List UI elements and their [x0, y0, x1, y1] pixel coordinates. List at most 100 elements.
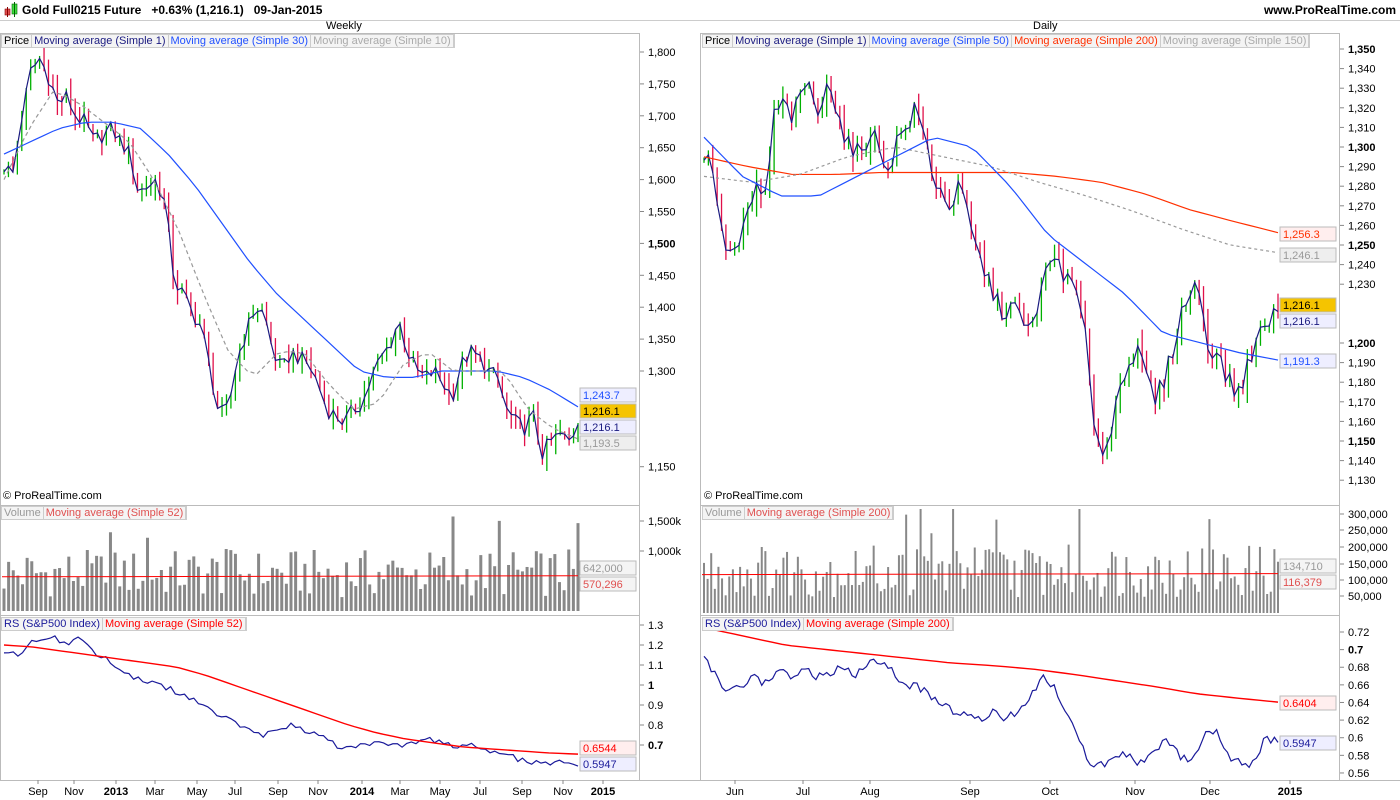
- value-tag-box: [1279, 313, 1337, 329]
- x-tick-label: Sep: [512, 786, 532, 798]
- rs-value-tag: 0.5947: [583, 759, 617, 771]
- y-tick-label: 1,300: [1348, 142, 1376, 154]
- legend-rs: RS (S&P500 Index): [703, 618, 804, 630]
- volume-tick-label: 150,000: [1348, 559, 1388, 571]
- x-tick-label: Nov: [308, 786, 328, 798]
- value-tag: 1,216.1: [583, 422, 620, 434]
- price-legend-daily: Price Moving average (Simple 1) Moving a…: [702, 34, 1311, 48]
- x-tick-label: Mar: [391, 786, 410, 798]
- value-tag: 1,216.1: [1283, 316, 1320, 328]
- x-tick-label: 2015: [1278, 786, 1302, 798]
- legend-ma10[interactable]: Moving average (Simple 10): [311, 35, 454, 47]
- legend-ma1[interactable]: Moving average (Simple 1): [733, 35, 870, 47]
- rs-tick-label: 1.3: [648, 620, 663, 632]
- y-tick-label: 1,600: [648, 175, 676, 187]
- copyright-weekly: © ProRealTime.com: [3, 490, 102, 502]
- x-tick-label: Jun: [726, 786, 744, 798]
- y-tick-label: 1,310: [1348, 122, 1376, 134]
- x-tick-label: Sep: [960, 786, 980, 798]
- rs-ma-line: [703, 626, 1279, 703]
- value-tag: 1,216.1: [583, 406, 620, 418]
- legend-ma200[interactable]: Moving average (Simple 200): [1012, 35, 1161, 47]
- y-tick-label: 1,550: [648, 207, 676, 219]
- y-tick-label: 1,160: [1348, 416, 1376, 428]
- y-tick-label: 1,170: [1348, 397, 1376, 409]
- rs-tick-label: 0.66: [1348, 680, 1369, 692]
- ma10-line: [3, 91, 579, 440]
- x-tick-label: Sep: [28, 786, 48, 798]
- y-tick-label: 1,340: [1348, 64, 1376, 76]
- candlestick-logo-icon: [4, 2, 18, 17]
- rs-legend-daily: RS (S&P500 Index) Moving average (Simple…: [702, 617, 954, 631]
- y-tick-label: 1,330: [1348, 83, 1376, 95]
- legend-ma50[interactable]: Moving average (Simple 50): [870, 35, 1013, 47]
- x-tick-label: 2015: [591, 786, 615, 798]
- volume-tick-label: 200,000: [1348, 542, 1388, 554]
- x-tick-label: Mar: [146, 786, 165, 798]
- value-tag: 1,193.5: [583, 438, 620, 450]
- title-bar: Gold Full0215 Future +0.63% (1,216.1) 09…: [0, 0, 1400, 21]
- rs-tick-label: 0.6: [1348, 733, 1363, 745]
- ma1-line: [3, 57, 579, 460]
- y-tick-label: 1,240: [1348, 260, 1376, 272]
- rs-tick-label: 1.2: [648, 640, 663, 652]
- value-tag: 1,246.1: [1283, 250, 1320, 262]
- value-tag-box: [579, 419, 637, 435]
- y-tick-label: 1,350: [1348, 44, 1376, 56]
- volume-value-tag: 642,000: [583, 563, 623, 575]
- x-tick-label: May: [187, 786, 208, 798]
- y-tick-label: 1,500: [648, 238, 676, 250]
- volume-tick-label: 100,000: [1348, 575, 1388, 587]
- volume-tick-label: 50,000: [1348, 591, 1382, 603]
- price-legend-weekly: Price Moving average (Simple 1) Moving a…: [1, 34, 455, 48]
- x-tick-label: May: [430, 786, 451, 798]
- legend-price: Price: [703, 35, 734, 47]
- y-tick-label: 1,300: [648, 366, 676, 378]
- period-label-weekly: Weekly: [326, 20, 362, 32]
- x-tick-label: Sep: [268, 786, 288, 798]
- value-tag-box: [579, 403, 637, 419]
- x-tick-label: Nov: [1125, 786, 1145, 798]
- volume-tick-label: 1,500k: [648, 516, 682, 528]
- legend-volume-ma[interactable]: Moving average (Simple 52): [44, 507, 187, 519]
- legend-ma30[interactable]: Moving average (Simple 30): [169, 35, 312, 47]
- volume-tick-label: 250,000: [1348, 525, 1388, 537]
- rs-value-tag: 0.5947: [1283, 738, 1317, 750]
- x-tick-label: Aug: [860, 786, 880, 798]
- legend-volume-ma[interactable]: Moving average (Simple 200): [745, 507, 894, 519]
- rs-tick-label: 0.7: [648, 740, 663, 752]
- value-tag-box: [1279, 297, 1337, 313]
- value-tag: 1,243.7: [583, 390, 620, 402]
- y-tick-label: 1,260: [1348, 220, 1376, 232]
- value-tag-box: [579, 387, 637, 403]
- y-tick-label: 1,250: [1348, 240, 1376, 252]
- value-tag-box: [579, 756, 637, 772]
- panel-frame: [700, 615, 1340, 781]
- legend-rs-ma[interactable]: Moving average (Simple 52): [103, 618, 246, 630]
- volume-legend-weekly: Volume Moving average (Simple 52): [1, 506, 188, 520]
- legend-rs: RS (S&P500 Index): [2, 618, 103, 630]
- value-tag-box: [1279, 226, 1337, 242]
- rs-ma-line: [3, 644, 579, 755]
- website-link[interactable]: www.ProRealTime.com: [1263, 3, 1396, 17]
- value-tag-box: [579, 740, 637, 756]
- legend-ma1[interactable]: Moving average (Simple 1): [32, 35, 169, 47]
- y-tick-label: 1,700: [648, 111, 676, 123]
- y-tick-label: 1,180: [1348, 377, 1376, 389]
- legend-rs-ma[interactable]: Moving average (Simple 200): [804, 618, 953, 630]
- value-tag-box: [579, 560, 637, 576]
- y-tick-label: 1,400: [648, 302, 676, 314]
- x-tick-label: Nov: [64, 786, 84, 798]
- legend-ma150[interactable]: Moving average (Simple 150): [1161, 35, 1310, 47]
- value-tag-box: [579, 576, 637, 592]
- value-tag-box: [1279, 353, 1337, 369]
- y-tick-label: 1,320: [1348, 103, 1376, 115]
- volume-legend-daily: Volume Moving average (Simple 200): [702, 506, 895, 520]
- ma50-line: [703, 136, 1279, 361]
- panel-frame: [0, 33, 640, 506]
- ma1-line: [703, 80, 1279, 457]
- rs-tick-label: 0.8: [648, 720, 663, 732]
- value-tag: 1,216.1: [1283, 300, 1320, 312]
- value-tag-box: [1279, 574, 1337, 590]
